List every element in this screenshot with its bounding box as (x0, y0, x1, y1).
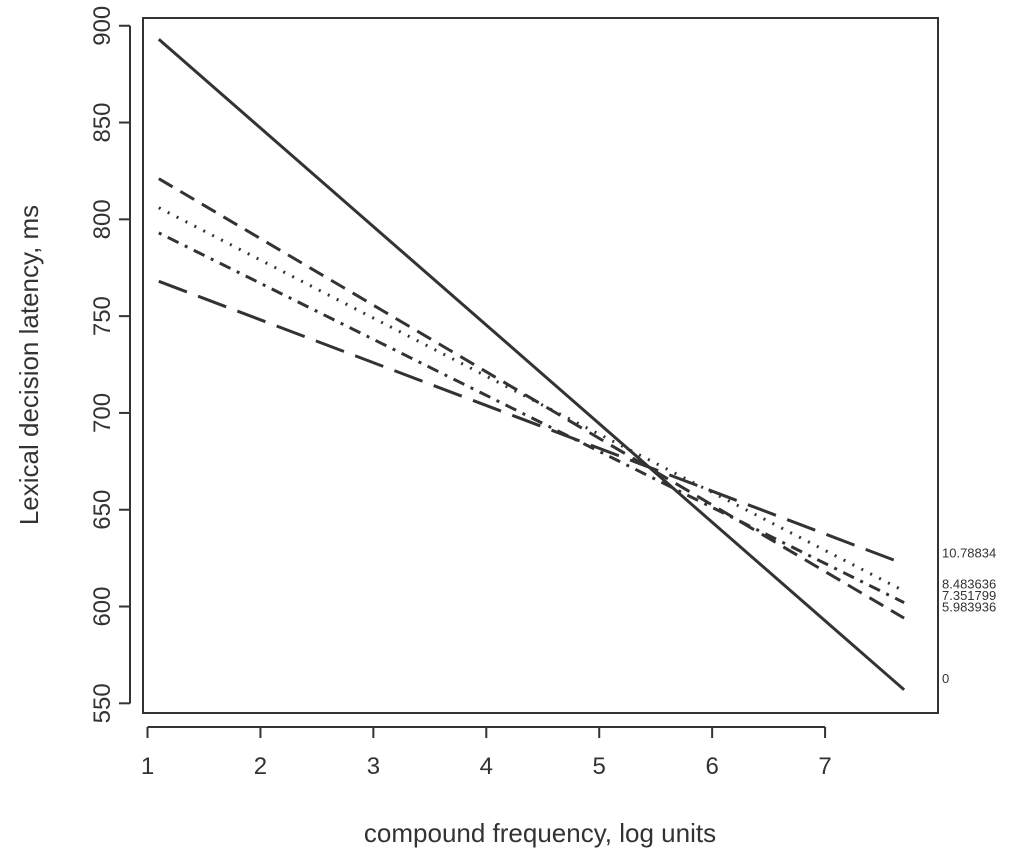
series-end-label: 7.351799 (942, 588, 996, 603)
series-end-label: 0 (942, 671, 949, 686)
y-axis-title: Lexical decision latency, ms (14, 205, 44, 525)
series-end-label: 8.483636 (942, 576, 996, 591)
y-tick-label: 900 (89, 6, 116, 46)
y-tick-label: 800 (89, 199, 116, 239)
series-line-longdash (158, 279, 905, 566)
x-tick-label: 7 (818, 753, 831, 780)
x-tick-label: 6 (705, 753, 718, 780)
y-tick-label: 850 (89, 103, 116, 143)
series-line-dashed (158, 177, 905, 620)
series-line-dotted (158, 206, 905, 593)
y-axis: 550 600 650 700 750 800 850 900 (89, 6, 131, 723)
x-axis: 1 2 3 4 5 6 7 (141, 726, 832, 780)
y-tick-label: 750 (89, 296, 116, 336)
x-tick-label: 1 (141, 753, 154, 780)
plot-frame (142, 17, 939, 714)
y-tick-label: 550 (89, 683, 116, 723)
series-line-solid (157, 38, 906, 691)
y-tick-label: 600 (89, 587, 116, 627)
x-tick-label: 5 (593, 753, 606, 780)
y-tick-label: 700 (89, 393, 116, 433)
series-end-label: 5.983936 (942, 600, 996, 615)
series-line-dashdot (158, 231, 905, 604)
x-tick-label: 3 (367, 753, 380, 780)
series-lines (157, 38, 906, 691)
x-axis-title: compound frequency, log units (364, 818, 716, 848)
y-tick-label: 650 (89, 490, 116, 530)
series-end-label: 10.78834 (942, 545, 996, 560)
x-tick-label: 2 (254, 753, 267, 780)
x-tick-label: 4 (480, 753, 493, 780)
